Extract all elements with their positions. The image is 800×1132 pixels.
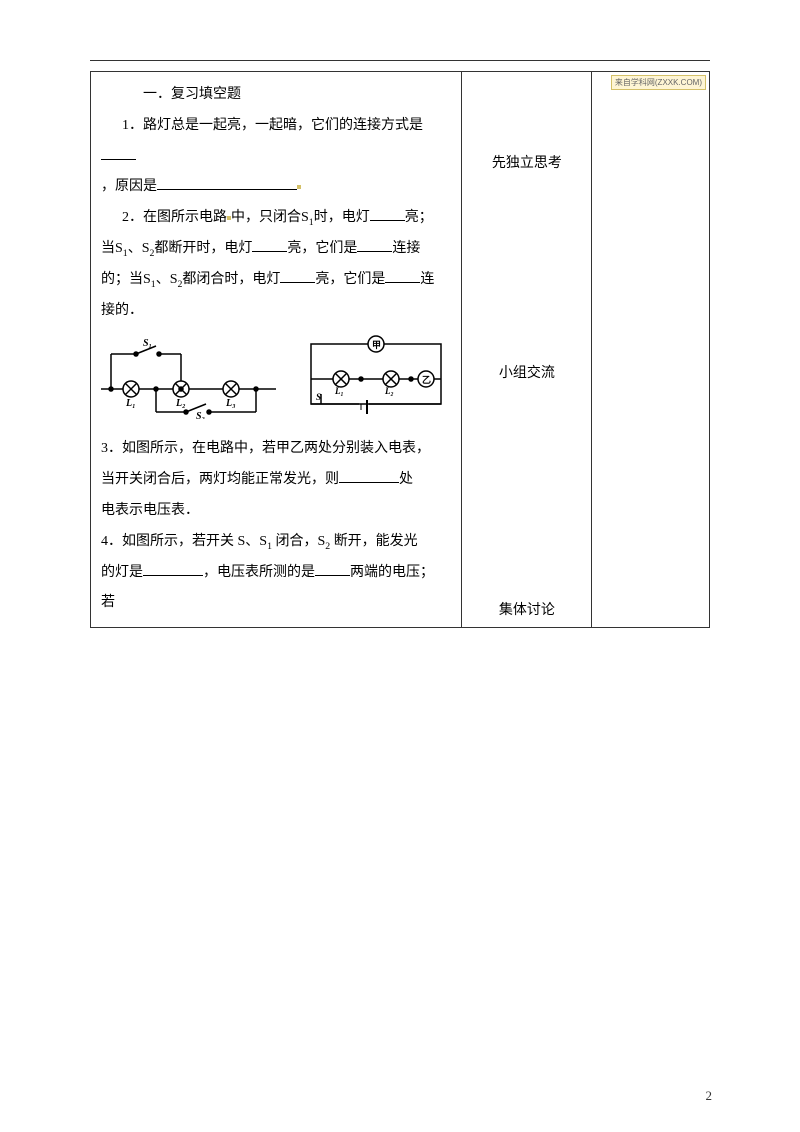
circuit-diagram-2: 甲 乙 L₁ L₂ S bbox=[301, 334, 451, 419]
q4-line3: 若 bbox=[101, 588, 451, 619]
q2-line1: 2．在图所示电路中，只闭合S1时，电灯亮； bbox=[101, 203, 451, 234]
svg-text:S₁: S₁ bbox=[143, 338, 152, 349]
svg-text:L₂: L₂ bbox=[384, 386, 394, 396]
q3-line3: 电表示电压表． bbox=[101, 496, 451, 527]
worksheet-table: 一．复习填空题 1．路灯总是一起亮，一起暗，它们的连接方式是 ，原因是 2．在图… bbox=[90, 71, 710, 628]
blank bbox=[143, 562, 203, 576]
middle-cell: 先独立思考 小组交流 集体讨论 bbox=[462, 72, 592, 628]
right-cell: 来自学科网(ZXXK.COM) bbox=[592, 72, 710, 628]
label-group: 集体讨论 bbox=[462, 599, 591, 619]
q1-line2: ，原因是 bbox=[101, 172, 451, 203]
blank bbox=[357, 238, 392, 252]
svg-text:L₁: L₁ bbox=[125, 398, 136, 409]
svg-text:甲: 甲 bbox=[372, 340, 381, 350]
q2-line4: 接的． bbox=[101, 296, 451, 327]
svg-text:S: S bbox=[316, 392, 321, 402]
svg-text:S₂: S₂ bbox=[196, 411, 205, 419]
watermark-badge: 来自学科网(ZXXK.COM) bbox=[611, 75, 706, 90]
q3-line2: 当开关闭合后，两灯均能正常发光，则处 bbox=[101, 465, 451, 496]
svg-text:L₂: L₂ bbox=[175, 398, 186, 409]
page-number: 2 bbox=[706, 1088, 713, 1104]
circuit-diagrams: S₁ S₂ L₁ L₂ L₃ bbox=[101, 334, 451, 419]
label-think: 先独立思考 bbox=[462, 152, 591, 172]
blank bbox=[370, 207, 405, 221]
q1-line1: 1．路灯总是一起亮，一起暗，它们的连接方式是 bbox=[101, 111, 451, 173]
q1-line2-prefix: ，原因是 bbox=[101, 179, 157, 194]
blank bbox=[280, 269, 315, 283]
q2-line2: 当S1、S2都断开时，电灯亮，它们是连接 bbox=[101, 234, 451, 265]
label-discuss: 小组交流 bbox=[462, 362, 591, 382]
blank bbox=[339, 469, 399, 483]
q4-line2: 的灯是，电压表所测的是两端的电压； bbox=[101, 558, 451, 589]
blank bbox=[385, 269, 420, 283]
blank bbox=[157, 176, 297, 190]
blank bbox=[101, 146, 136, 160]
main-content-cell: 一．复习填空题 1．路灯总是一起亮，一起暗，它们的连接方式是 ，原因是 2．在图… bbox=[91, 72, 462, 628]
blank bbox=[252, 238, 287, 252]
section-title: 一．复习填空题 bbox=[101, 80, 451, 111]
dot-marker bbox=[297, 185, 301, 189]
svg-text:L₁: L₁ bbox=[334, 386, 344, 396]
svg-text:L₃: L₃ bbox=[225, 398, 236, 409]
q4-line1: 4．如图所示，若开关 S、S1 闭合，S2 断开，能发光 bbox=[101, 527, 451, 558]
q1-text: 1．路灯总是一起亮，一起暗，它们的连接方式是 bbox=[122, 118, 423, 133]
q2-line3: 的；当S1、S2都闭合时，电灯亮，它们是连 bbox=[101, 265, 451, 296]
circuit-diagram-1: S₁ S₂ L₁ L₂ L₃ bbox=[101, 334, 281, 419]
q3-line1: 3．如图所示，在电路中，若甲乙两处分别装入电表， bbox=[101, 434, 451, 465]
svg-text:乙: 乙 bbox=[422, 375, 431, 385]
blank bbox=[315, 562, 350, 576]
